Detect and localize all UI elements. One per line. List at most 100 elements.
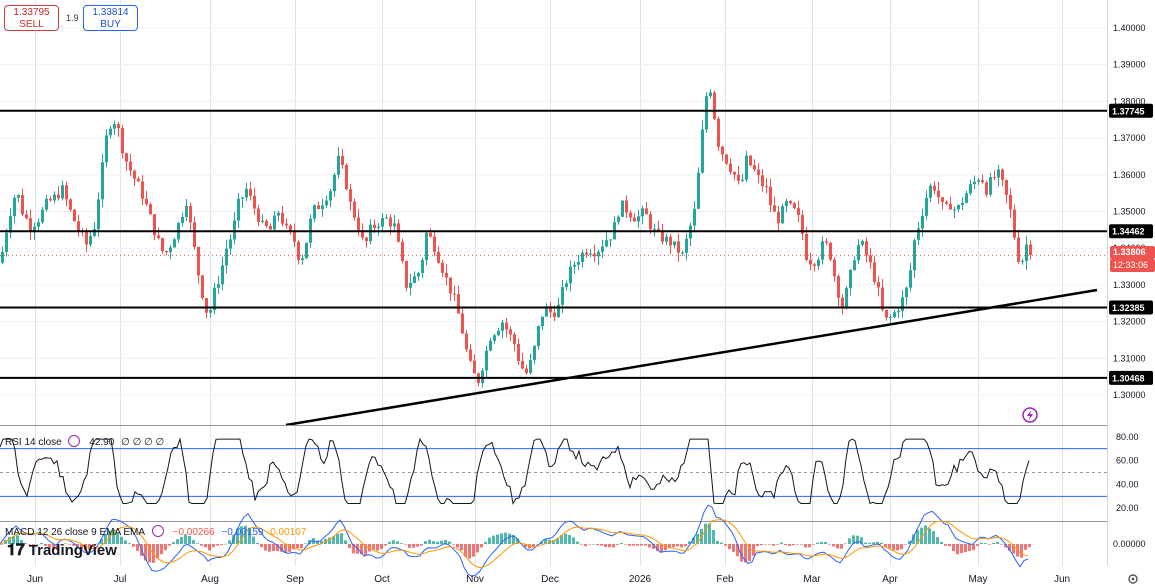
macd-histogram-bar — [1028, 544, 1031, 548]
macd-histogram-bar — [760, 544, 763, 546]
indicator-settings-icon[interactable] — [68, 435, 81, 447]
trendline[interactable] — [285, 288, 1098, 427]
macd-histogram-bar — [804, 544, 807, 548]
candle-body — [621, 200, 624, 217]
candle-body — [357, 217, 360, 230]
macd-histogram-bar — [20, 540, 23, 544]
time-axis[interactable]: Jun Jul Aug Sep Oct Nov Dec 2026 Feb Mar Apr May Jun — [27, 574, 1070, 585]
candle-body — [445, 272, 448, 278]
macd-histogram-bar — [372, 544, 375, 551]
candle-body — [817, 259, 820, 266]
candle-body — [365, 237, 368, 242]
candle-body — [569, 266, 572, 284]
macd-histogram-bar — [176, 539, 179, 544]
rsi-title: RSI 14 close — [5, 437, 62, 448]
rsi-legend[interactable]: RSI 14 close 42.90 ∅ ∅ ∅ ∅ — [5, 435, 168, 448]
macd-histogram-bar — [536, 543, 539, 545]
countdown-value: 12:33:06 — [1113, 260, 1149, 270]
candle-body — [849, 269, 852, 289]
macd-legend[interactable]: MACD 12 26 close 9 EMA EMA −0.00266 −0.0… — [5, 525, 310, 538]
macd-histogram-bar — [600, 544, 603, 546]
macd-histogram-bar — [376, 544, 379, 551]
candle-body — [97, 199, 100, 230]
candle-body — [897, 310, 900, 313]
candle-body — [133, 170, 136, 179]
price-axis[interactable]: 1.40000 1.39000 1.38000 1.37000 1.36000 1.350… — [1113, 23, 1146, 549]
macd-histogram-bar — [332, 536, 335, 544]
candle-body — [453, 293, 456, 295]
candle-body — [61, 185, 64, 199]
macd-histogram-bar — [576, 541, 579, 544]
macd-histogram-bar — [936, 537, 939, 544]
tradingview-logo[interactable]: ⁠𝟏𝟕 TradingView — [7, 542, 117, 560]
macd-histogram-bar — [500, 533, 503, 544]
macd-histogram-bar — [788, 544, 791, 546]
macd-histogram-bar — [896, 544, 899, 551]
macd-histogram-bar — [1024, 544, 1027, 550]
settings-gear-icon[interactable] — [1128, 574, 1138, 584]
current-price-tag[interactable]: 1.33806 — [1110, 246, 1155, 259]
macd-signal-line — [0, 519, 1029, 569]
level-price-tag — [1109, 103, 1153, 118]
macd-histogram-bar — [124, 540, 127, 544]
rsi-pane — [0, 437, 1107, 505]
macd-histogram-bar — [212, 544, 215, 548]
macd-histogram-bar — [92, 544, 95, 548]
candle-body — [937, 190, 940, 198]
time-axis-label: Mar — [803, 574, 821, 585]
macd-histogram-bar — [432, 541, 435, 544]
candle-body — [1013, 209, 1016, 238]
macd-histogram-bar — [944, 544, 947, 546]
candle-body — [497, 330, 500, 336]
candle-body — [525, 368, 528, 374]
macd-histogram-bar — [568, 535, 571, 544]
candle-body — [873, 262, 876, 282]
macd-histogram-bar — [780, 542, 783, 544]
macd-histogram-bar — [876, 541, 879, 544]
candle-body — [505, 322, 508, 330]
tradingview-mark-icon: ⁠𝟏𝟕 — [7, 542, 25, 559]
alert-icon[interactable] — [1022, 407, 1038, 423]
macd-histogram-bar — [720, 542, 723, 544]
macd-histogram-bar — [1000, 544, 1003, 545]
macd-histogram-bar — [824, 541, 827, 544]
candle-body — [193, 222, 196, 248]
candle-body — [225, 248, 228, 266]
candle-body — [1021, 260, 1024, 262]
candle-body — [1005, 180, 1008, 195]
candle-body — [69, 199, 72, 210]
candle-body — [261, 220, 264, 222]
candle-body — [305, 242, 308, 259]
macd-histogram-bar — [732, 544, 735, 552]
macd-histogram-bar — [288, 544, 291, 552]
candle-body — [805, 233, 808, 260]
candle-body — [209, 310, 212, 313]
macd-histogram-bar — [756, 544, 759, 547]
candle-body — [553, 312, 556, 318]
candle-body — [489, 340, 492, 351]
macd-histogram-bar — [248, 527, 251, 544]
price-tick-label: 1.30000 — [1113, 390, 1146, 400]
candle-body — [985, 182, 988, 195]
buy-price: 1.33814 — [92, 7, 129, 18]
time-axis-label: Jun — [27, 574, 43, 585]
macd-histogram-bar — [12, 535, 15, 544]
indicator-settings-icon[interactable] — [151, 525, 164, 537]
candle-body — [961, 202, 964, 206]
macd-histogram-bar — [440, 540, 443, 544]
candle-body — [213, 287, 216, 311]
candle-body — [649, 214, 652, 230]
macd-histogram-bar — [572, 537, 575, 544]
rsi-tick-label: 40.00 — [1116, 479, 1139, 489]
candle-body — [629, 212, 632, 218]
macd-histogram-bar — [480, 544, 483, 548]
macd-histogram-bar — [828, 544, 831, 545]
candle-body — [229, 239, 232, 249]
candle-body — [909, 270, 912, 288]
sell-label: SELL — [19, 19, 44, 30]
candle-body — [345, 164, 348, 190]
sell-button[interactable]: 1.33795 SELL — [4, 5, 59, 31]
price-tick-label: 1.32000 — [1113, 317, 1146, 327]
macd-histogram-bar — [892, 544, 895, 551]
buy-button[interactable]: 1.33814 BUY — [83, 5, 138, 31]
